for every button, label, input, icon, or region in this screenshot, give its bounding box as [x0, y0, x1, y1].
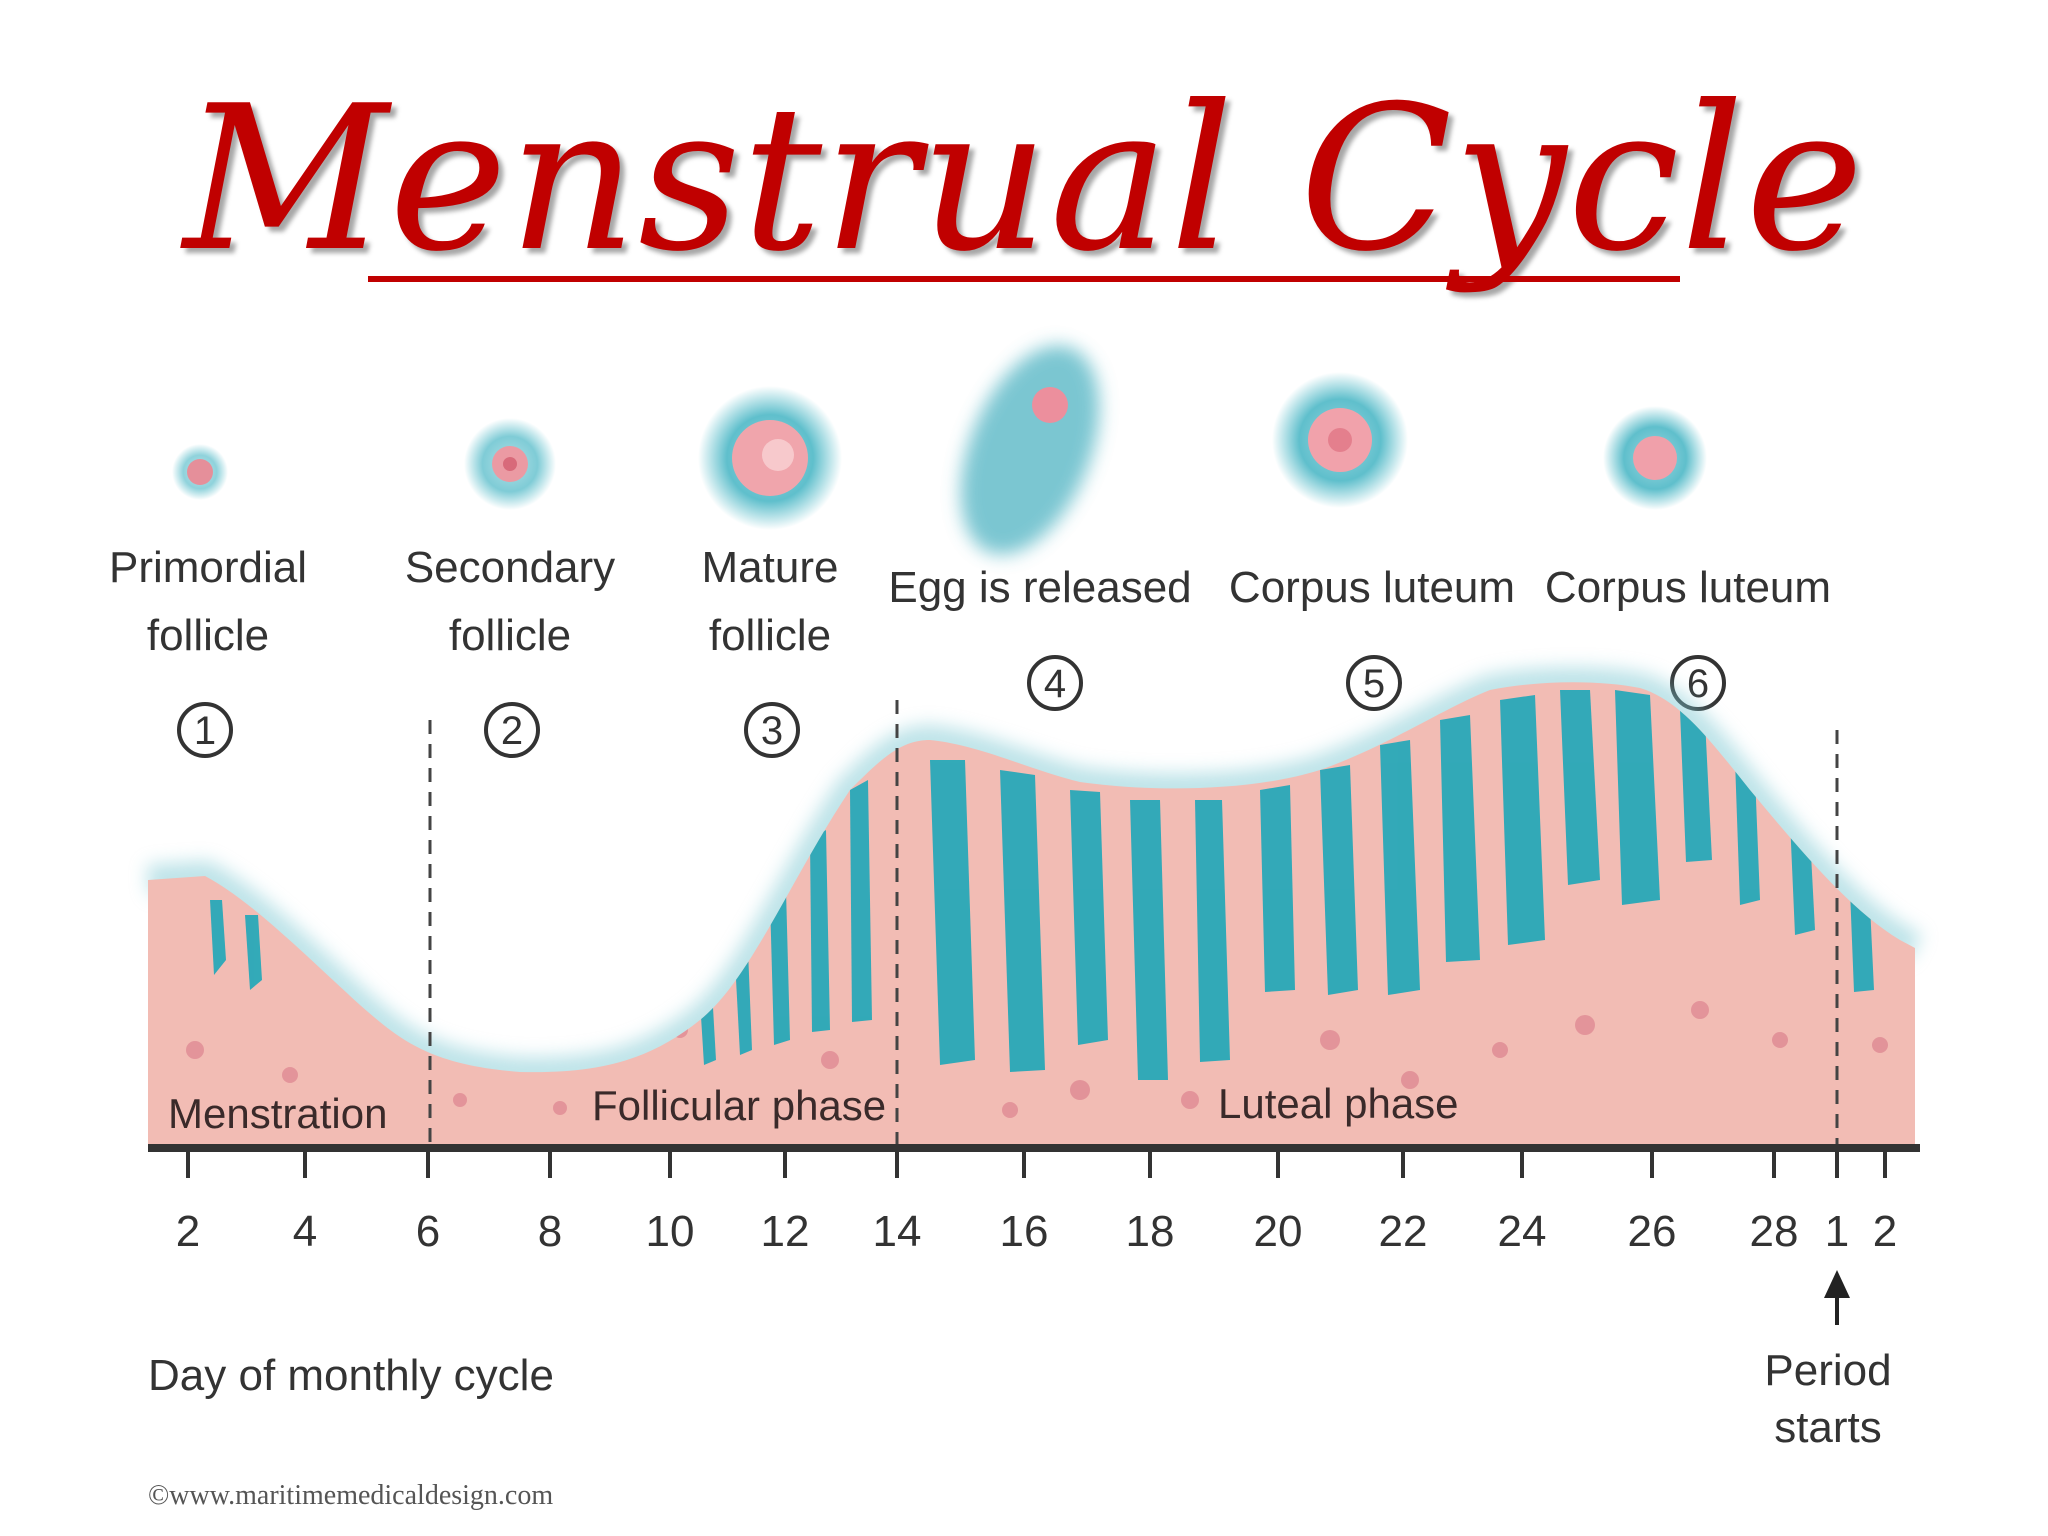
svg-text:2: 2: [501, 709, 523, 753]
stage-5-number: 5: [1346, 655, 1402, 711]
stage-1-label-line1: Primordial: [109, 543, 307, 592]
endometrium-lining: [146, 667, 1923, 1148]
period-starts-marker: Period starts: [1764, 1270, 1892, 1452]
stage-2-label-line1: Secondary: [405, 543, 615, 592]
svg-text:3: 3: [761, 709, 783, 753]
tick-label: 26: [1628, 1207, 1677, 1256]
tick-label: 24: [1498, 1207, 1547, 1256]
tick-label: 28: [1750, 1207, 1799, 1256]
tick-label: 6: [416, 1207, 440, 1256]
phase-label-follicular: Follicular phase: [592, 1082, 886, 1129]
tick-label: 2: [176, 1207, 200, 1256]
stage-3-label-line2: follicle: [709, 611, 831, 660]
stage-2-number: 2: [484, 702, 540, 758]
stage-5-label: Corpus luteum: [1229, 563, 1515, 612]
axis-title: Day of monthly cycle: [148, 1351, 554, 1400]
stage-number-circles: 1 2 3 4 5 6: [177, 655, 1726, 758]
tick-label: 14: [873, 1207, 922, 1256]
stage-3-label-line1: Mature: [702, 543, 839, 592]
stage-2-label-line2: follicle: [449, 611, 571, 660]
svg-text:6: 6: [1687, 662, 1709, 706]
tick-label: 8: [538, 1207, 562, 1256]
page-title: Menstrual Cycle: [183, 63, 1865, 296]
phase-label-menstruation: Menstration: [168, 1090, 387, 1137]
axis-tick-labels: 2 4 6 8 10 12 14 16 18 20 22 24 26 28 1 …: [176, 1207, 1897, 1256]
stage-3-number: 3: [744, 702, 800, 758]
stage-1-number: 1: [177, 702, 233, 758]
stage-labels: Primordial follicle Secondary follicle M…: [109, 543, 1831, 660]
tick-label: 10: [646, 1207, 695, 1256]
secondary-follicle-icon: [464, 418, 556, 510]
title-underline: [368, 276, 1680, 282]
svg-text:4: 4: [1044, 662, 1066, 706]
period-starts-line2: starts: [1774, 1403, 1882, 1452]
follicle-icons: [172, 345, 1707, 555]
phase-label-luteal: Luteal phase: [1218, 1080, 1459, 1127]
tick-label: 22: [1379, 1207, 1428, 1256]
phase-dividers: [428, 700, 1839, 1148]
primordial-follicle-icon: [172, 444, 228, 500]
tick-label: 18: [1126, 1207, 1175, 1256]
tick-label: 16: [1000, 1207, 1049, 1256]
axis-ticks: [186, 1148, 1887, 1178]
stage-4-label: Egg is released: [888, 563, 1191, 612]
stage-6-label: Corpus luteum: [1545, 563, 1831, 612]
period-starts-line1: Period: [1764, 1346, 1891, 1395]
tick-label: 20: [1254, 1207, 1303, 1256]
tick-label: 2: [1873, 1207, 1897, 1256]
stage-1-label-line2: follicle: [147, 611, 269, 660]
svg-text:1: 1: [194, 709, 216, 753]
svg-text:5: 5: [1363, 662, 1385, 706]
image-credit: ©www.maritimemedicaldesign.com: [148, 1480, 553, 1511]
mature-follicle-icon: [698, 386, 842, 530]
egg-released-icon: [960, 345, 1100, 555]
tick-label: 12: [761, 1207, 810, 1256]
tick-label: 4: [293, 1207, 317, 1256]
stage-4-number: 4: [1027, 655, 1083, 711]
day-axis: 2 4 6 8 10 12 14 16 18 20 22 24 26 28 1 …: [148, 1144, 1920, 1256]
corpus-luteum-icon-1: [1272, 372, 1408, 508]
tick-label: 1: [1825, 1207, 1849, 1256]
corpus-luteum-icon-2: [1603, 406, 1707, 510]
